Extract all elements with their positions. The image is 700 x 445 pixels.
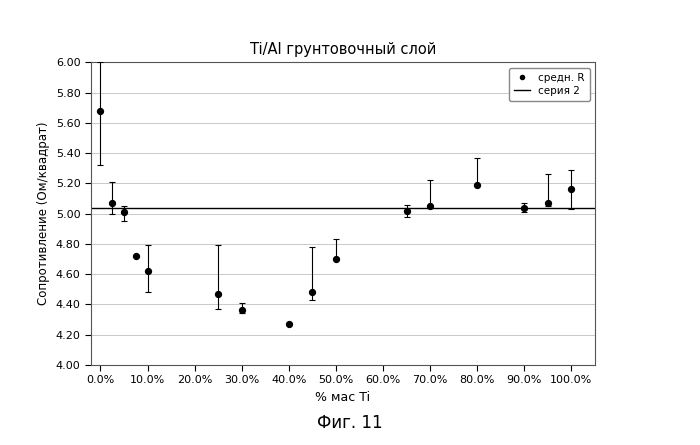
X-axis label: % мас Ti: % мас Ti [316,391,370,404]
Point [284,320,295,328]
Point [330,255,342,263]
Point [130,252,141,259]
Point [519,204,530,211]
Point [566,186,577,193]
Point [94,107,106,114]
Point [142,267,153,275]
Y-axis label: Сопротивление (Ом/квадрат): Сопротивление (Ом/квадрат) [37,122,50,305]
Point [236,307,247,314]
Text: Фиг. 11: Фиг. 11 [317,414,383,432]
Title: Ti/Al грунтовочный слой: Ti/Al грунтовочный слой [250,42,436,57]
Point [307,289,318,296]
Legend: средн. R, серия 2: средн. R, серия 2 [509,68,590,101]
Point [401,207,412,214]
Point [472,181,483,188]
Point [106,199,118,206]
Point [542,199,554,206]
Point [118,209,130,216]
Point [424,202,435,210]
Point [213,290,224,297]
